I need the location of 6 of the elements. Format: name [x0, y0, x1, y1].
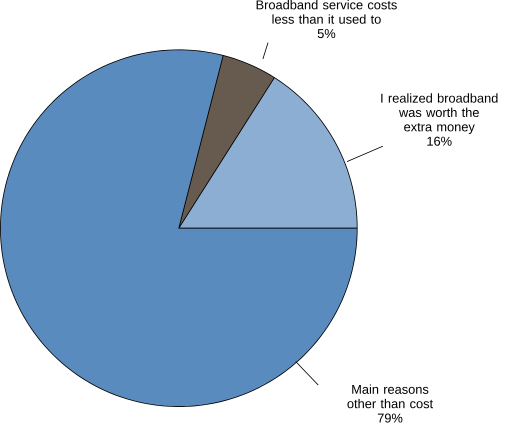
slice-label: Main reasons other than cost [347, 384, 434, 408]
slice-label: I realized broadband was worth the extra money [381, 93, 498, 134]
data-label: 5% [318, 29, 336, 38]
data-label: 16% [427, 136, 452, 146]
data-label: 79% [378, 414, 402, 423]
slice-label: Broadband service costs less than it used to [256, 0, 397, 24]
